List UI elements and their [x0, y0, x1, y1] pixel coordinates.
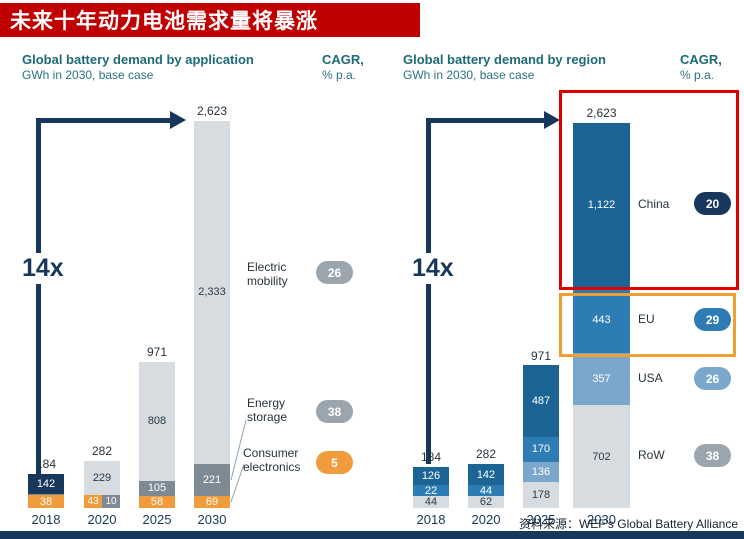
left-cagr-header: CAGR, [322, 52, 364, 67]
bar-total-label: 184 [35, 456, 57, 471]
left-growth-arrow-vertical [36, 118, 41, 475]
bar-segment: 69 [194, 496, 230, 508]
bar-total-label: 2,623 [586, 105, 617, 120]
legend-electric-mobility: Electric mobility [247, 260, 288, 289]
bar-segment: 808 [139, 362, 175, 481]
stacked-bar-application-2020: 229 43 10 [84, 461, 120, 508]
source-text: 资料来源：WEF's Global Battery Alliance [518, 517, 738, 531]
bar-segment: 126 [413, 466, 449, 485]
cagr-oval-consumer-electronics: 5 [316, 451, 353, 474]
legend-energy-storage: Energy storage [247, 396, 288, 425]
stacked-bar-application-2025: 808 105 58 [139, 362, 175, 508]
bar-total-label: 971 [146, 345, 168, 359]
stacked-bar-region-2018: 126 22 44 [413, 466, 449, 508]
bar-segment: 142 [28, 473, 64, 495]
cagr-oval-eu: 29 [694, 308, 731, 331]
legend-row: RoW [638, 448, 665, 462]
right-growth-multiplier: 14x [408, 253, 458, 284]
legend-consumer-electronics: Consumer electronics [243, 446, 301, 475]
stacked-bar-application-2030: 2,333 221 69 [194, 121, 230, 508]
bar-total-label: 282 [91, 444, 113, 459]
x-axis-year-label: 2018 [416, 512, 446, 527]
title-banner: 未来十年动力电池需求量将暴涨 [0, 3, 420, 37]
cagr-oval-electric-mobility: 26 [316, 261, 353, 284]
bar-segment: 43 [84, 495, 102, 508]
bar-segment: 2,333 [194, 121, 230, 464]
cagr-oval-energy-storage: 38 [316, 400, 353, 423]
x-axis-year-label: 2020 [87, 512, 117, 527]
right-chart-title: Global battery demand by region [403, 52, 606, 67]
left-chart-title: Global battery demand by application [22, 52, 254, 67]
bar-segment: 58 [139, 496, 175, 508]
legend-usa: USA [638, 371, 663, 385]
stacked-bar-region-2025: 487 170 136 178 [523, 365, 559, 508]
x-axis-year-label: 2025 [526, 512, 556, 527]
slide-title: 未来十年动力电池需求量将暴涨 [10, 10, 318, 33]
bar-segment: 22 [413, 485, 449, 496]
bar-segment: 136 [523, 461, 559, 482]
bar-segment: 443 [573, 287, 630, 353]
bar-segment: 105 [139, 480, 175, 496]
stacked-bar-region-2020: 142 44 62 [468, 464, 504, 508]
bar-total-label: 184 [420, 449, 442, 464]
bar-segment: 702 [573, 405, 630, 508]
bar-segment: 178 [523, 481, 559, 508]
bar-total-label: 971 [530, 348, 552, 363]
bar-segment [28, 494, 64, 495]
x-axis-year-label: 2030 [197, 512, 227, 527]
x-axis-year-label: 2020 [471, 512, 501, 527]
stacked-bar-region-2030: 1,122 443 357 702 [573, 122, 630, 508]
right-chart-subtitle: GWh in 2030, base case [403, 68, 535, 82]
right-growth-arrow-horizontal [426, 118, 545, 123]
eu-highlight-box [559, 293, 736, 357]
bar-segment: 229 [84, 461, 120, 495]
left-growth-multiplier: 14x [18, 253, 68, 284]
footer-bar [0, 531, 744, 539]
bar-segment: 44 [468, 485, 504, 496]
bar-segment: 62 [468, 496, 504, 508]
left-chart-subtitle: GWh in 2030, base case [22, 68, 154, 82]
right-growth-arrow-vertical [426, 118, 431, 464]
left-cagr-unit: % p.a. [322, 68, 357, 82]
bar-segment: 357 [573, 352, 630, 405]
bar-segment: 221 [194, 463, 230, 496]
bar-segment: 1,122 [573, 122, 630, 288]
cagr-oval-china: 20 [694, 192, 731, 215]
bar-segment: 142 [468, 464, 504, 485]
bar-segment-pair: 43 10 [84, 495, 120, 508]
right-cagr-header: CAGR, [680, 52, 722, 67]
left-growth-arrow-horizontal [36, 118, 172, 123]
stacked-bar-application-2018: 142 38 [28, 473, 64, 508]
china-highlight-box [559, 90, 739, 290]
cagr-oval-usa: 26 [694, 367, 731, 390]
left-growth-arrowhead-icon [170, 111, 186, 129]
legend-china: China [638, 197, 670, 211]
right-cagr-unit: % p.a. [680, 68, 715, 82]
cagr-oval-row: 38 [694, 444, 731, 467]
bar-segment: 38 [28, 495, 64, 508]
legend-eu: EU [638, 312, 655, 326]
x-axis-year-label: 2025 [142, 512, 172, 527]
x-axis-year-label: 2018 [31, 512, 61, 527]
right-growth-arrowhead-icon [544, 111, 560, 129]
bar-total-label: 282 [475, 447, 497, 462]
bar-segment: 487 [523, 365, 559, 437]
x-axis-year-label: 2030 [587, 512, 616, 527]
bar-segment: 170 [523, 436, 559, 462]
bar-segment: 44 [413, 496, 449, 508]
bar-segment: 10 [102, 495, 120, 508]
bar-total-label: 2,623 [196, 104, 228, 119]
